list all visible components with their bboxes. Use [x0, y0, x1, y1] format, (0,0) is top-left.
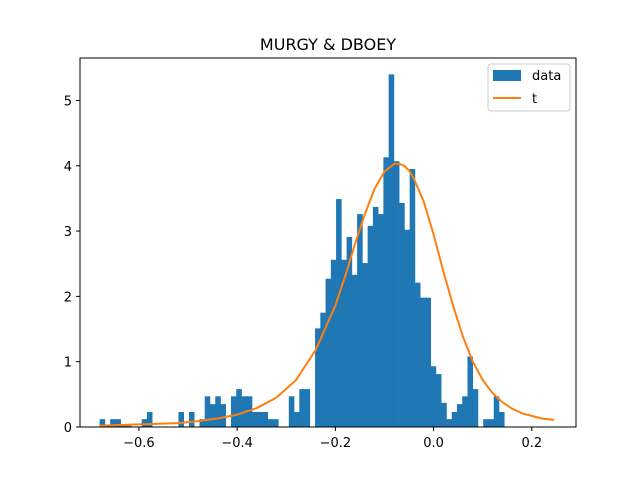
- histogram-bar: [178, 411, 185, 427]
- legend-label-data: data: [532, 69, 561, 84]
- legend: data t: [487, 63, 571, 112]
- histogram-bar: [451, 411, 458, 427]
- histogram-bar: [115, 419, 121, 427]
- histogram-bar: [220, 404, 227, 427]
- histogram-bar: [330, 259, 337, 427]
- histogram-bar: [288, 396, 295, 427]
- histogram-bar: [383, 157, 389, 427]
- histogram-bar: [204, 396, 211, 427]
- histogram-bar: [336, 199, 342, 427]
- histogram-bar: [367, 225, 374, 427]
- legend-label-t: t: [532, 92, 537, 107]
- histogram-bar: [462, 396, 468, 427]
- y-tick-label: 2: [64, 290, 72, 305]
- histogram-bar: [441, 402, 447, 427]
- histogram-bar: [252, 411, 258, 427]
- histogram-bar: [294, 411, 300, 427]
- x-tick-label: −0.4: [221, 436, 253, 451]
- histogram-bar: [357, 214, 363, 427]
- histogram-bar: [456, 404, 463, 427]
- curve-layer: [99, 162, 555, 427]
- y-tick-label: 3: [64, 225, 72, 240]
- histogram-bar: [231, 396, 237, 427]
- y-tick-label: 4: [64, 160, 72, 175]
- histogram-bar: [273, 419, 279, 427]
- histogram-bar: [141, 419, 148, 427]
- histogram-bar: [125, 425, 132, 427]
- histogram-bar: [399, 202, 405, 427]
- histogram-bar: [341, 259, 347, 427]
- y-axis: 0 1 2 3 4 5: [64, 94, 80, 436]
- plot-frame: [79, 57, 577, 428]
- histogram-bar: [404, 229, 410, 427]
- histogram-bar: [446, 419, 452, 427]
- y-tick-label: 5: [64, 94, 72, 109]
- histogram-bar: [430, 366, 437, 427]
- histogram-bar: [425, 297, 431, 427]
- histogram-bar: [246, 396, 253, 427]
- histogram-bar: [257, 411, 263, 427]
- histogram-bar: [320, 312, 326, 427]
- histogram-bar: [378, 214, 384, 427]
- histogram-bar: [346, 236, 353, 427]
- histogram-bar: [435, 374, 442, 427]
- histogram-bar: [483, 419, 489, 427]
- x-tick-label: −0.6: [123, 436, 155, 451]
- histogram-bar: [325, 278, 332, 427]
- chart-title: MURGY & DBOEY: [260, 35, 396, 54]
- histogram-bar: [304, 389, 311, 427]
- histogram-bar: [262, 411, 269, 427]
- histogram-bar: [236, 389, 242, 427]
- histogram-bar: [110, 419, 116, 427]
- histogram-bar: [267, 419, 274, 427]
- x-axis: −0.6 −0.4 −0.2 0.0 0.2: [123, 427, 542, 451]
- histogram-bar: [299, 389, 305, 427]
- y-tick-label: 0: [64, 421, 72, 436]
- series-line-t: [99, 162, 555, 427]
- histogram-bar: [362, 263, 368, 427]
- histogram-bar: [372, 206, 379, 427]
- histogram-bar: [409, 169, 416, 427]
- histogram-bars: [99, 74, 505, 427]
- histogram-bar: [209, 404, 216, 427]
- histogram-bar: [351, 274, 358, 427]
- histogram-bar: [420, 297, 426, 427]
- histogram-bar: [120, 425, 127, 427]
- histogram-bar: [215, 396, 221, 427]
- histogram-bar: [467, 356, 474, 427]
- histogram-bar: [188, 411, 195, 427]
- histogram-bar: [499, 411, 505, 427]
- legend-swatch-data: [493, 70, 521, 81]
- histogram-bar: [315, 328, 321, 427]
- y-tick-label: 1: [64, 356, 72, 371]
- histogram-bar: [388, 74, 395, 427]
- histogram-bar: [393, 161, 400, 427]
- histogram-bar: [99, 419, 106, 427]
- histogram-bar: [488, 419, 495, 427]
- histogram-bar: [199, 419, 206, 427]
- histogram-bar: [146, 411, 153, 427]
- x-tick-label: 0.2: [521, 436, 542, 451]
- x-tick-label: −0.2: [320, 436, 352, 451]
- histogram-bar: [493, 396, 500, 427]
- x-tick-label: 0.0: [423, 436, 444, 451]
- histogram-bar: [472, 389, 479, 427]
- histogram-bar: [414, 282, 421, 427]
